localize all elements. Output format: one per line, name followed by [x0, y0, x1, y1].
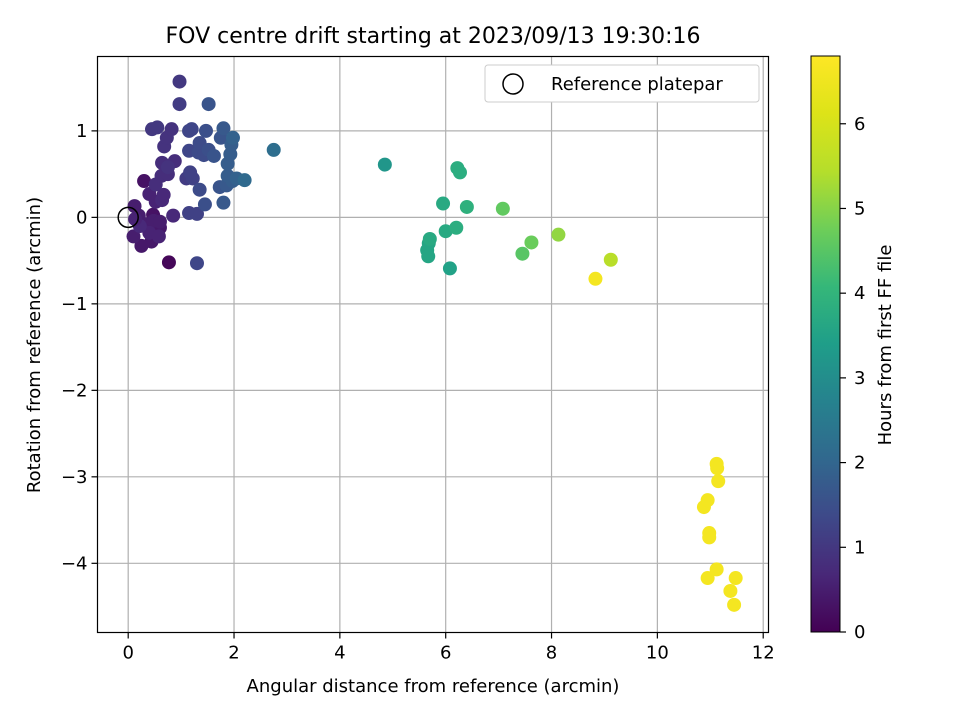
data-point [192, 182, 207, 197]
data-point [184, 122, 199, 137]
y-tick-label: −1 [61, 294, 88, 315]
data-point [134, 238, 149, 253]
data-point [201, 97, 216, 112]
y-tick-label: −4 [61, 553, 88, 574]
data-point [702, 530, 717, 545]
data-point [216, 121, 231, 136]
data-point [183, 165, 198, 180]
data-point [422, 231, 437, 246]
data-point [709, 562, 724, 577]
colorbar-tick-label: 5 [854, 198, 865, 219]
data-point [524, 235, 539, 250]
data-point [588, 271, 603, 286]
legend: Reference platepar [484, 64, 760, 103]
legend-label: Reference platepar [551, 74, 723, 95]
axis-ticks: 0 2 4 6 8 10 12 −4 −3 −2 −1 0 1 [61, 121, 775, 664]
data-point [216, 195, 231, 210]
data-point [723, 583, 738, 598]
data-point [438, 224, 453, 239]
x-tick-label: 0 [122, 643, 133, 664]
data-point [197, 197, 212, 212]
plot-frame [96, 55, 770, 634]
x-tick-label: 4 [334, 643, 345, 664]
x-tick-label: 2 [228, 643, 239, 664]
data-point [151, 229, 166, 244]
data-point [495, 201, 510, 216]
chart-title: FOV centre drift starting at 2023/09/13 … [166, 24, 701, 49]
data-point [237, 173, 252, 188]
data-point [160, 160, 175, 175]
data-point [377, 157, 392, 172]
data-point [442, 261, 457, 276]
reference-platepar-marker [117, 206, 139, 229]
colorbar-tick-label: 6 [854, 114, 865, 135]
colorbar-tick-label: 3 [854, 368, 865, 389]
colorbar: 0 1 2 3 4 5 6 Hours from first FF file [810, 55, 896, 643]
data-point [164, 122, 179, 137]
data-point [700, 493, 715, 508]
x-tick-label: 12 [752, 643, 775, 664]
colorbar-tick-label: 1 [854, 537, 865, 558]
data-point [711, 474, 726, 489]
colorbar-tick-label: 4 [854, 283, 865, 304]
data-point [551, 227, 566, 242]
data-point [700, 571, 715, 586]
colorbar-tick-label: 0 [854, 622, 865, 643]
x-tick-label: 10 [646, 643, 669, 664]
data-point [266, 142, 281, 157]
data-point [161, 255, 176, 270]
data-point [225, 130, 240, 145]
y-tick-label: 0 [76, 207, 87, 228]
data-point [727, 597, 742, 612]
data-point [156, 187, 171, 202]
y-tick-label: 1 [76, 121, 87, 142]
colorbar-label: Hours from first FF file [875, 245, 896, 446]
data-point [172, 97, 187, 112]
y-axis-label: Rotation from reference (arcmin) [24, 197, 45, 493]
data-point [198, 123, 213, 138]
data-point [172, 74, 187, 89]
colorbar-tick-label: 2 [854, 453, 865, 474]
data-point [728, 571, 743, 586]
data-point [710, 461, 725, 476]
data-point [166, 208, 181, 223]
data-point [145, 122, 160, 137]
data-point [189, 206, 204, 221]
data-point [137, 174, 152, 189]
y-tick-label: −2 [61, 380, 88, 401]
data-point [449, 220, 464, 235]
data-point [436, 196, 451, 211]
data-point [603, 252, 618, 267]
data-point [189, 256, 204, 271]
legend-marker [502, 73, 524, 95]
grid [97, 56, 769, 633]
data-point [421, 249, 436, 264]
x-tick-label: 6 [440, 643, 451, 664]
data-point [152, 214, 167, 229]
data-point [452, 165, 467, 180]
colorbar-ticks: 0 1 2 3 4 5 6 [840, 114, 865, 643]
x-tick-label: 8 [546, 643, 557, 664]
x-axis-label: Angular distance from reference (arcmin) [247, 676, 620, 697]
colorbar-gradient [810, 55, 841, 633]
data-point [459, 199, 474, 214]
data-points [126, 74, 743, 612]
y-tick-label: −3 [61, 467, 88, 488]
data-point [126, 229, 141, 244]
data-point [515, 246, 530, 261]
data-point [206, 148, 221, 163]
legend-box [484, 64, 760, 103]
